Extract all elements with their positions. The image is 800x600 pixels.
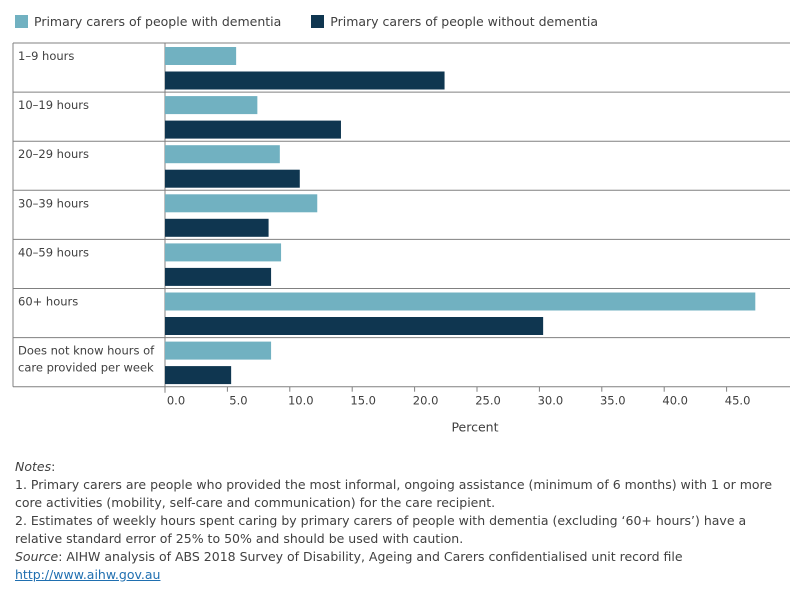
bar-with-dementia [165, 341, 272, 360]
source-label: Source [15, 549, 59, 564]
bar-without-dementia [165, 71, 445, 90]
source-link-line: http://www.aihw.gov.au [15, 566, 790, 584]
notes-heading: Notes: [15, 458, 790, 476]
legend-label-with-dementia: Primary carers of people with dementia [34, 14, 282, 29]
category-label: 1–9 hours [18, 49, 74, 63]
x-tick-label: 40.0 [662, 394, 688, 408]
bar-with-dementia [165, 96, 258, 115]
x-tick-label: 15.0 [350, 394, 376, 408]
bar-without-dementia [165, 366, 232, 385]
x-tick-label: 5.0 [229, 394, 247, 408]
bar-without-dementia [165, 218, 269, 237]
category-label: 40–59 hours [18, 245, 89, 259]
notes: Notes: 1. Primary carers are people who … [15, 458, 790, 584]
category-label: 10–19 hours [18, 98, 89, 112]
x-axis-label: Percent [451, 420, 498, 435]
category-label: Does not know hours of [18, 344, 155, 358]
source-line: Source: AIHW analysis of ABS 2018 Survey… [15, 548, 790, 566]
category-label: 60+ hours [18, 295, 78, 309]
bar-without-dementia [165, 169, 300, 188]
x-tick-label: 25.0 [475, 394, 501, 408]
bar-chart: 1–9 hours 10–19 hours 20–29 hours 30–39 hou… [12, 42, 790, 435]
bar-with-dementia [165, 145, 280, 164]
notes-heading-colon: : [51, 459, 56, 474]
x-tick-label: 10.0 [288, 394, 314, 408]
source-text: : AIHW analysis of ABS 2018 Survey of Di… [58, 549, 683, 564]
legend-swatch-without-dementia [311, 15, 325, 28]
category-label: care provided per week [18, 361, 154, 375]
legend-label-without-dementia: Primary carers of people without dementi… [330, 14, 599, 29]
legend-item-with-dementia: Primary carers of people with dementia [15, 14, 281, 29]
bar-with-dementia [165, 47, 237, 65]
notes-heading-text: Notes [15, 459, 52, 474]
x-tick-label: 45.0 [725, 394, 751, 408]
bar-with-dementia [165, 194, 318, 213]
bar-without-dementia [165, 267, 272, 286]
x-tick-label: 0.0 [167, 394, 185, 408]
legend-item-without-dementia: Primary carers of people without dementi… [311, 14, 598, 29]
source-link[interactable]: http://www.aihw.gov.au [15, 567, 161, 582]
legend: Primary carers of people with dementia P… [15, 14, 624, 32]
x-tick-label: 35.0 [600, 394, 626, 408]
category-label: 30–39 hours [18, 196, 89, 210]
x-tick-label: 20.0 [413, 394, 439, 408]
x-tick-label: 30.0 [538, 394, 564, 408]
bar-without-dementia [165, 317, 544, 335]
legend-swatch-with-dementia [15, 15, 28, 28]
bar-without-dementia [165, 120, 341, 139]
note-2: 2. Estimates of weekly hours spent carin… [15, 513, 747, 546]
bar-with-dementia [165, 243, 282, 262]
note-1: 1. Primary carers are people who provide… [15, 477, 773, 510]
category-label: 20–29 hours [18, 147, 89, 161]
bar-with-dementia [165, 292, 756, 311]
